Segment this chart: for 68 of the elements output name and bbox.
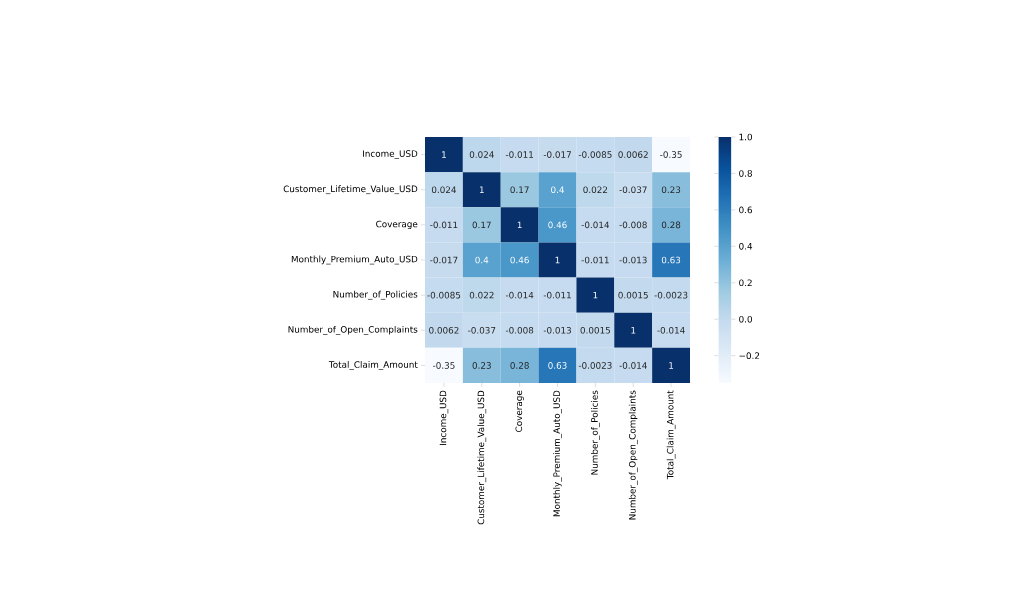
data-label: 0.0015: [618, 291, 648, 299]
data-label: 0.46: [548, 221, 567, 229]
data-label: 0.28: [510, 362, 529, 369]
color-bar-label: 1.0: [739, 133, 752, 141]
data-label: 0.23: [661, 186, 681, 194]
data-label: 0.4: [551, 186, 564, 194]
data-label: -0.0023: [654, 291, 688, 299]
data-label: 1: [479, 186, 484, 193]
data-label: 1: [669, 362, 674, 369]
color-bar-label: 0.4: [739, 243, 753, 250]
data-label: -0.014: [505, 291, 534, 299]
color-bar-label: 0.2: [739, 279, 752, 287]
data-label: -0.011: [430, 221, 458, 229]
data-label: -0.011: [505, 151, 534, 158]
data-label: -0.008: [505, 326, 534, 334]
y-tick-label: Income_USD: [363, 150, 418, 159]
data-label: -0.0085: [578, 151, 612, 158]
color-bar-label: 0.8: [739, 170, 752, 177]
color-bar-label: −0.2: [739, 352, 760, 359]
data-label: 0.17: [472, 221, 491, 229]
data-label: 0.022: [469, 291, 494, 299]
data-label: 1: [517, 221, 522, 229]
data-label: 0.46: [510, 256, 529, 264]
data-label: -0.011: [581, 256, 609, 264]
data-label: 0.0015: [580, 326, 610, 334]
data-label: -0.014: [619, 362, 647, 369]
x-tick-label: Coverage: [515, 390, 524, 432]
x-tick-label: Number_of_Policies: [590, 390, 600, 475]
data-label: 1: [631, 327, 636, 334]
data-label: -0.014: [581, 221, 610, 229]
color-bar-label: 0.6: [739, 206, 753, 214]
data-label: -0.0023: [578, 362, 612, 369]
data-label: -0.35: [432, 362, 455, 369]
y-tick-label: Coverage: [376, 220, 418, 230]
data-label: 0.024: [431, 186, 457, 194]
data-label: 0.0062: [429, 326, 459, 334]
y-tick-label: Total_Claim_Amount: [328, 361, 418, 370]
data-label: -0.013: [619, 256, 647, 264]
data-label: 1: [442, 151, 446, 158]
data-label: 0.0062: [618, 151, 648, 158]
data-label: -0.011: [543, 291, 571, 299]
y-tick-label: Monthly_Premium_Auto_USD: [291, 255, 418, 265]
data-label: -0.037: [619, 186, 647, 194]
y-tick-label: Customer_Lifetime_Value_USD: [283, 185, 418, 195]
data-label: 0.23: [472, 362, 491, 369]
data-label: -0.0085: [427, 291, 461, 299]
data-label: -0.013: [543, 326, 571, 334]
x-tick-label: Total_Claim_Amount: [666, 390, 676, 480]
data-label: -0.008: [619, 221, 647, 229]
data-label: 0.17: [510, 186, 529, 194]
data-label: 0.4: [475, 256, 489, 264]
data-label: 0.28: [661, 221, 681, 229]
data-label: -0.017: [543, 151, 571, 158]
data-label: 0.63: [548, 362, 567, 369]
color-bar-label: 0.0: [739, 315, 752, 323]
data-label: 0.022: [583, 186, 608, 194]
data-label: 1: [593, 291, 598, 299]
data-label: 0.024: [469, 151, 494, 158]
x-tick-label: Monthly_Premium_Auto_USD: [553, 390, 562, 517]
data-label: -0.014: [657, 326, 685, 334]
y-tick-label: Number_of_Policies: [333, 290, 418, 300]
x-tick-label: Number_of_Open_Complaints: [628, 390, 638, 520]
y-tick-label: Number_of_Open_Complaints: [288, 325, 418, 335]
data-label: 1: [555, 256, 560, 264]
data-label: -0.35: [660, 151, 682, 158]
data-label: 0.63: [661, 256, 681, 264]
data-label: -0.017: [430, 256, 458, 264]
data-label: -0.037: [468, 326, 496, 334]
